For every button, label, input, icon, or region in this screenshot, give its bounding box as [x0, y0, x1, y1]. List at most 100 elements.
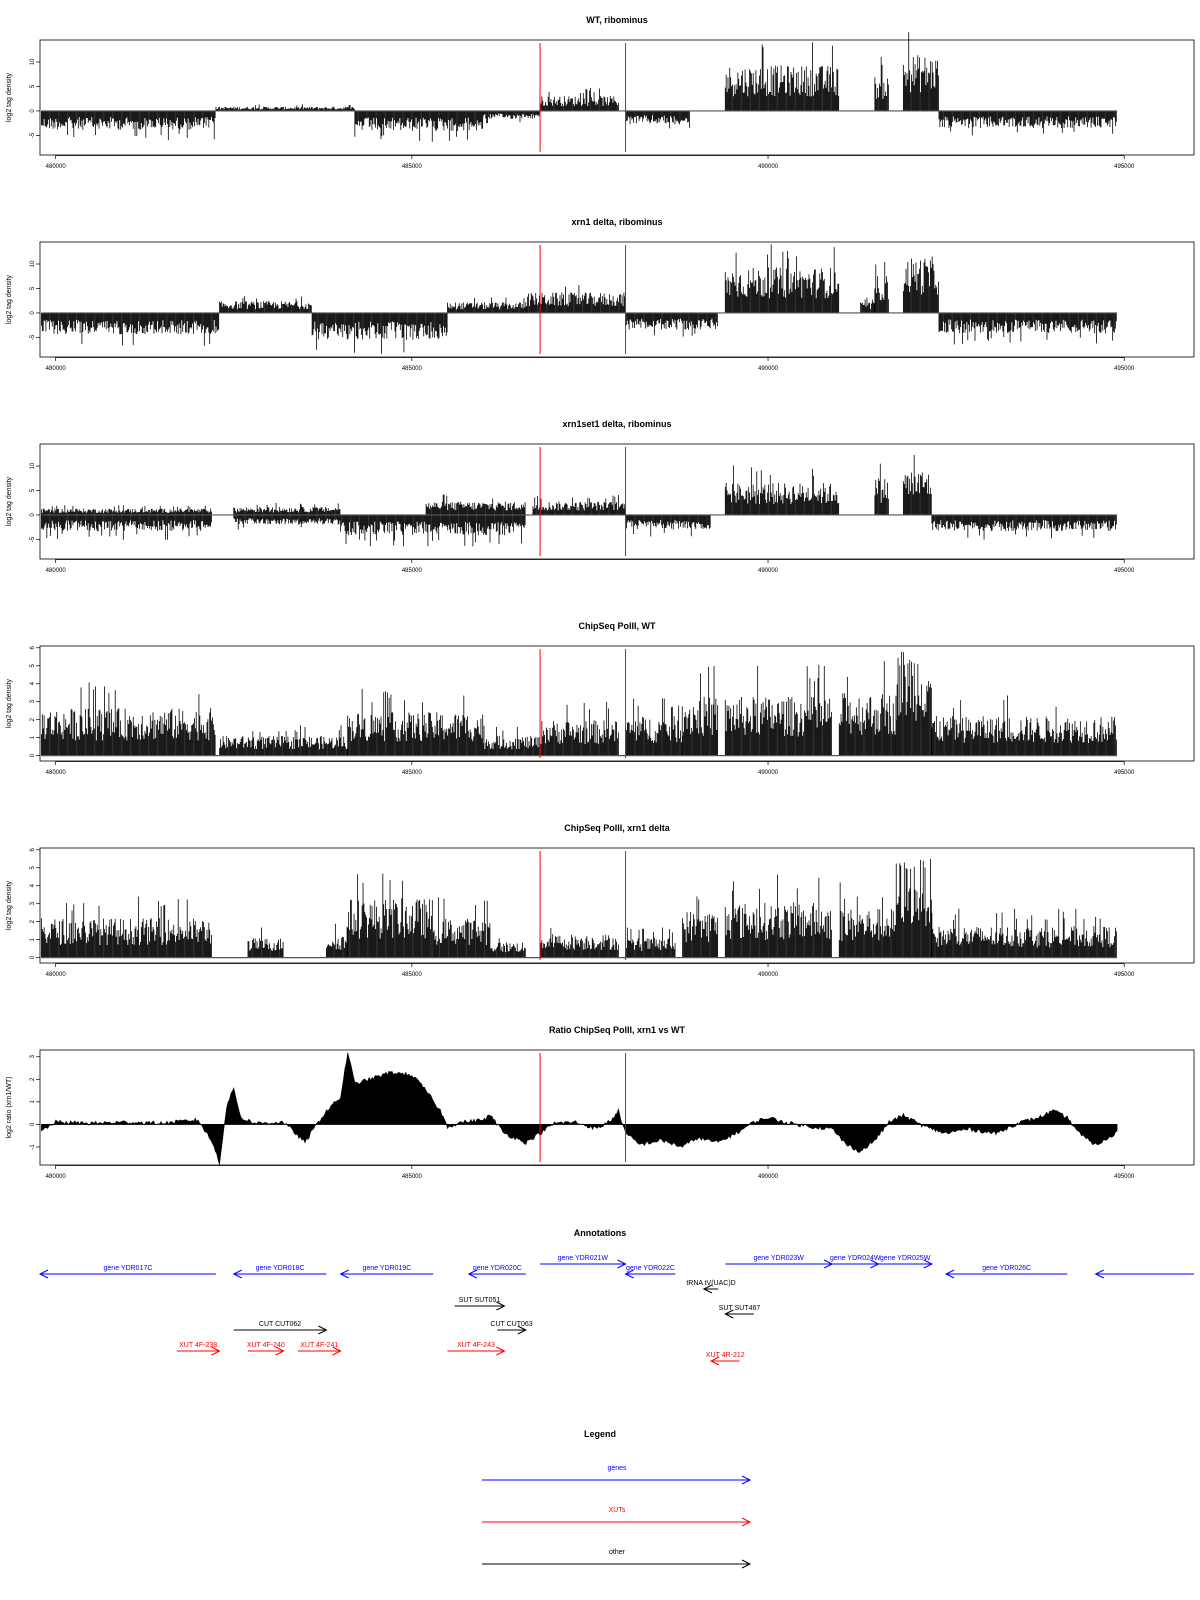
- signal-bars: [931, 695, 1117, 756]
- x-tick-label: 480000: [46, 568, 67, 574]
- data-series: [41, 651, 1117, 756]
- y-tick-label: 2: [30, 919, 36, 923]
- x-tick-label: 495000: [1114, 770, 1135, 776]
- x-tick-label: 490000: [758, 1174, 779, 1180]
- signal-bars: [724, 244, 840, 313]
- y-tick-label: 6: [30, 645, 36, 649]
- signal-bars: [625, 514, 711, 537]
- feature-arrow: [467, 1269, 526, 1279]
- y-tick-label: 4: [30, 883, 36, 887]
- x-tick-label: 490000: [758, 366, 779, 372]
- signal-bars: [724, 664, 832, 756]
- plot-frame: [39, 847, 1195, 964]
- legend-entries: genes XUTs other: [482, 1465, 752, 1569]
- signal-bars: [902, 256, 939, 313]
- x-tick-label: 480000: [46, 366, 67, 372]
- y-tick-label: 3: [30, 699, 36, 703]
- feature-label: gene YDR024W: [830, 1255, 881, 1262]
- x-tick-label: 495000: [1114, 366, 1135, 372]
- signal-bars: [838, 661, 897, 756]
- feature-label: gene YDR022C: [626, 1265, 675, 1272]
- signal-bars: [532, 495, 626, 515]
- y-tick-label: 6: [30, 847, 36, 851]
- signal-bars: [525, 284, 626, 313]
- y-tick-label: 4: [30, 681, 36, 685]
- feature-arrow: [497, 1325, 527, 1335]
- signal-bars: [325, 923, 348, 958]
- x-tick-label: 495000: [1114, 568, 1135, 574]
- feature-label: gene YDR021W: [558, 1255, 609, 1262]
- signal-bars: [340, 514, 526, 547]
- y-tick-label: -5: [30, 334, 36, 340]
- track-panel: ChipSeq PolII, xrn1 delta 0 1 2 3 4 5 6 log2 tag…: [6, 823, 1195, 978]
- feature-arrow: [944, 1269, 1068, 1279]
- y-tick-label: 0: [30, 1122, 36, 1126]
- signal-bars: [425, 494, 526, 515]
- signal-bars: [233, 514, 341, 530]
- plot-frame: [39, 443, 1195, 560]
- y-tick-label: 5: [30, 663, 36, 667]
- feature-label: gene YDR019C: [362, 1265, 411, 1272]
- signal-bars: [539, 701, 619, 756]
- legend-label: genes: [607, 1465, 627, 1472]
- y-axis-label: log2 tag density: [6, 880, 13, 930]
- signal-bars: [539, 928, 619, 958]
- feature-label: XUT 4R-212: [706, 1352, 745, 1359]
- y-tick-label: 0: [30, 311, 36, 315]
- y-tick-label: 0: [30, 109, 36, 113]
- data-series: [41, 244, 1117, 354]
- feature-label: gene YDR018C: [256, 1265, 305, 1272]
- y-tick-label: 3: [30, 901, 36, 905]
- y-tick-label: 1: [30, 1100, 36, 1104]
- track-panel: Ratio ChipSeq PolII, xrn1 vs WT -1 0 1 2 3 log…: [6, 1025, 1195, 1180]
- signal-bars: [41, 505, 212, 515]
- feature-arrow: [339, 1269, 434, 1279]
- ratio-area: [41, 1052, 1118, 1165]
- feature-arrow: [878, 1259, 933, 1269]
- y-axis-label: log2 ratio (xrn1/WT): [6, 1077, 13, 1139]
- signal-bars: [482, 725, 541, 756]
- x-tick-label: 485000: [402, 1174, 423, 1180]
- signal-bars: [247, 927, 284, 958]
- data-series: [41, 858, 1117, 958]
- feature-label: XUT 4F-238: [179, 1342, 217, 1349]
- feature-arrow: [248, 1346, 285, 1356]
- x-tick-label: 480000: [46, 770, 67, 776]
- y-tick-label: 5: [30, 865, 36, 869]
- feature-arrow: [297, 1346, 342, 1356]
- y-tick-label: 0: [30, 513, 36, 517]
- annotations-title: Annotations: [574, 1228, 627, 1238]
- legend-arrow: [482, 1517, 752, 1527]
- signal-bars: [41, 682, 216, 756]
- signal-bars: [447, 297, 527, 313]
- signal-bars: [838, 882, 897, 958]
- track-panel: xrn1set1 delta, ribominus -5 0 5 10 log2 tag …: [6, 419, 1195, 574]
- signal-bars: [219, 725, 348, 756]
- signal-bars: [347, 688, 484, 756]
- feature-label: XUT 4F-241: [300, 1342, 338, 1349]
- feature-arrow: [1094, 1269, 1194, 1279]
- x-tick-label: 480000: [46, 1174, 67, 1180]
- legend-title: Legend: [584, 1429, 616, 1439]
- signal-bars: [895, 651, 932, 756]
- feature-label: tRNA tV(UAC)D: [686, 1280, 735, 1287]
- signal-bars: [724, 42, 840, 111]
- signal-bars: [874, 463, 889, 515]
- signal-bars: [874, 262, 889, 313]
- feature-arrow: [38, 1269, 216, 1279]
- y-tick-label: 2: [30, 1077, 36, 1081]
- feature-arrow: [724, 1309, 754, 1319]
- panel-title: WT, ribominus: [586, 15, 648, 25]
- x-tick-label: 490000: [758, 972, 779, 978]
- legend-arrow: [482, 1559, 752, 1569]
- signal-bars: [682, 896, 719, 958]
- x-tick-label: 485000: [402, 568, 423, 574]
- signal-bars: [931, 908, 1117, 958]
- feature-label: gene YDR017C: [104, 1265, 153, 1272]
- feature-label: gene YDR023W: [753, 1255, 804, 1262]
- legend-arrow: [482, 1475, 752, 1485]
- feature-label: gene YDR025W: [880, 1255, 931, 1262]
- x-tick-label: 490000: [758, 568, 779, 574]
